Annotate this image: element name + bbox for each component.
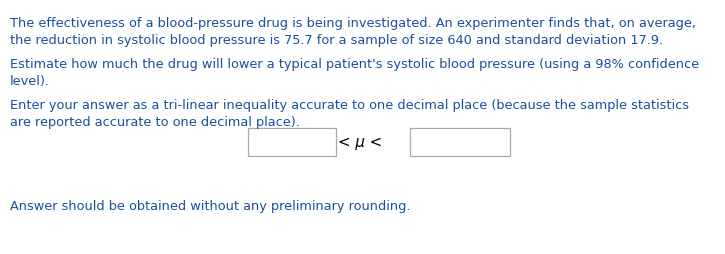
FancyBboxPatch shape [410,129,510,156]
Text: the reduction in systolic blood pressure is 75.7 for a sample of size 640 and st: the reduction in systolic blood pressure… [10,34,663,47]
Text: are reported accurate to one decimal place).: are reported accurate to one decimal pla… [10,116,300,129]
FancyBboxPatch shape [248,129,336,156]
Text: Estimate how much the drug will lower a typical patient's systolic blood pressur: Estimate how much the drug will lower a … [10,58,699,71]
Text: Answer should be obtained without any preliminary rounding.: Answer should be obtained without any pr… [10,199,410,212]
Text: The effectiveness of a blood-pressure drug is being investigated. An experimente: The effectiveness of a blood-pressure dr… [10,17,696,30]
Text: Enter your answer as a tri-linear inequality accurate to one decimal place (beca: Enter your answer as a tri-linear inequa… [10,99,689,112]
Text: level).: level). [10,75,50,88]
Text: < μ <: < μ < [338,135,382,150]
